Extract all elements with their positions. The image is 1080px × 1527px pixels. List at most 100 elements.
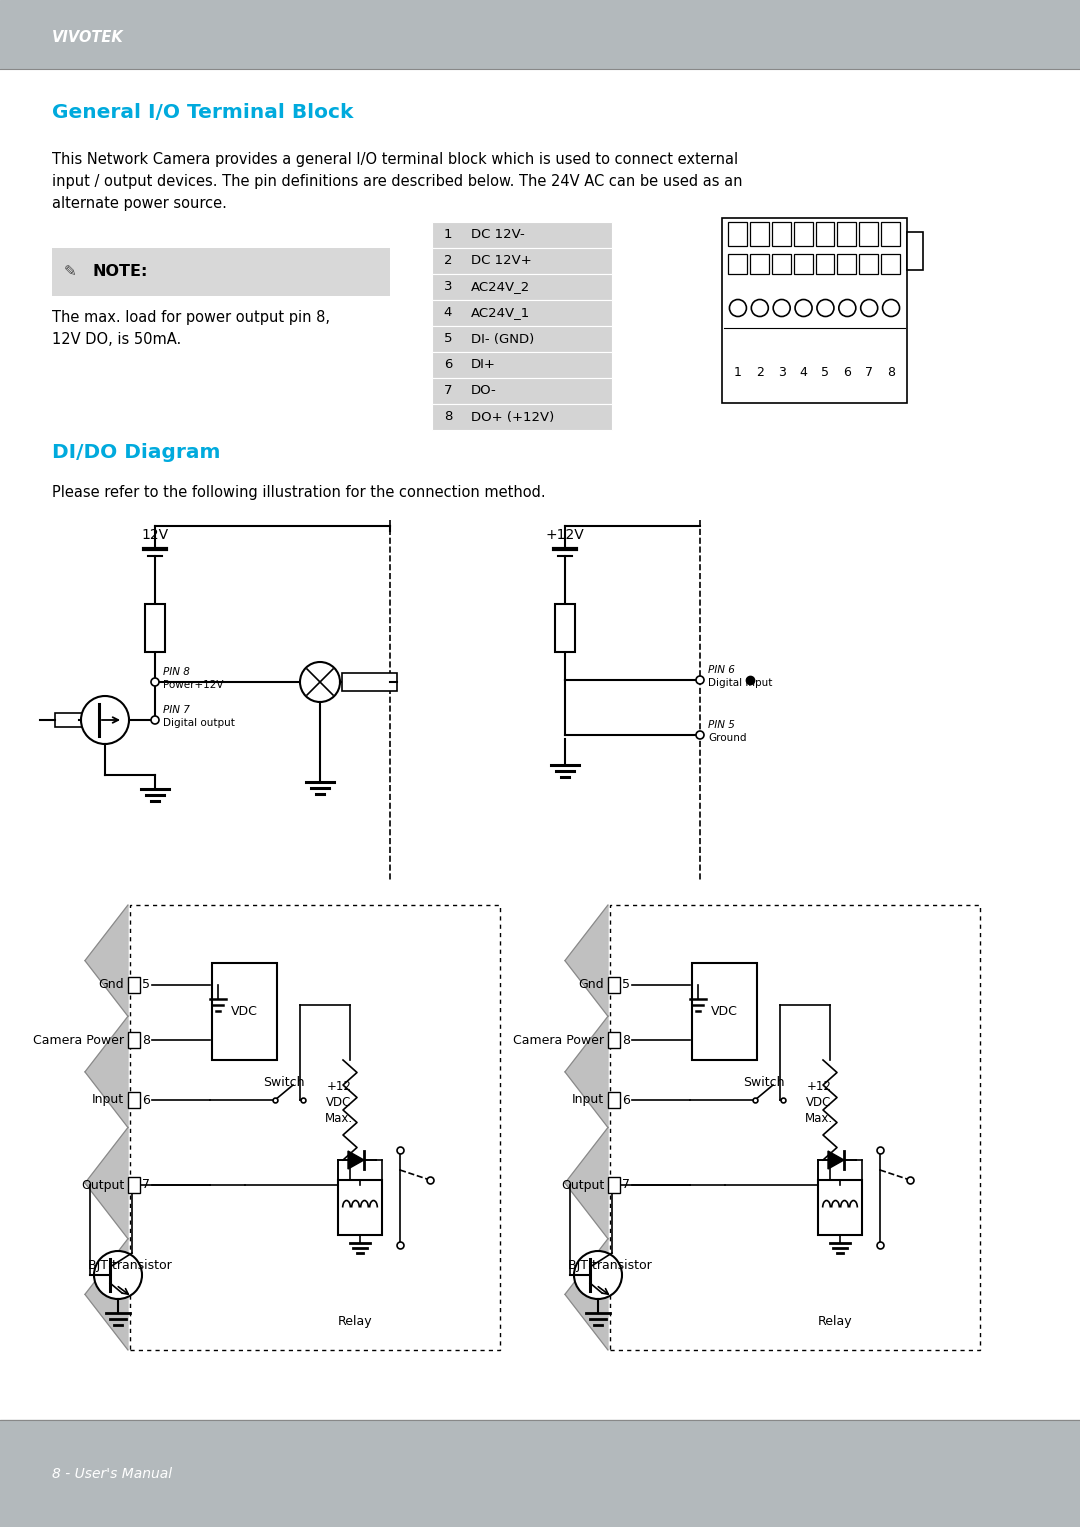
Text: 12V DO, is 50mA.: 12V DO, is 50mA. — [52, 331, 181, 347]
Polygon shape — [828, 1151, 843, 1170]
Bar — [881, 253, 900, 273]
Circle shape — [696, 676, 704, 684]
Text: +12V: +12V — [545, 528, 584, 542]
Bar — [55, 713, 83, 727]
Bar — [130, 906, 500, 1350]
Text: 7: 7 — [622, 1179, 630, 1191]
Text: AC24V_2: AC24V_2 — [471, 281, 530, 293]
Circle shape — [773, 299, 791, 316]
Bar — [818, 1180, 862, 1235]
Text: 2: 2 — [756, 366, 764, 380]
Text: 6: 6 — [444, 359, 453, 371]
Text: Gnd: Gnd — [98, 979, 124, 991]
Bar — [129, 977, 140, 993]
Text: General I/O Terminal Block: General I/O Terminal Block — [52, 102, 353, 122]
Bar — [750, 221, 769, 246]
Text: PIN 8: PIN 8 — [163, 667, 190, 676]
Text: Input: Input — [572, 1093, 604, 1107]
Circle shape — [94, 1251, 141, 1299]
Bar — [338, 1180, 382, 1235]
Circle shape — [573, 1251, 622, 1299]
Text: Camera Power: Camera Power — [513, 1034, 604, 1046]
Bar — [608, 1177, 620, 1193]
Text: DO+ (+12V): DO+ (+12V) — [471, 411, 554, 423]
Text: DI/DO Diagram: DI/DO Diagram — [52, 443, 220, 461]
Text: input / output devices. The pin definitions are described below. The 24V AC can : input / output devices. The pin definiti… — [52, 174, 743, 189]
Text: Please refer to the following illustration for the connection method.: Please refer to the following illustrati… — [52, 484, 545, 499]
Text: 5: 5 — [622, 979, 630, 991]
Bar — [432, 379, 612, 405]
Bar — [432, 221, 612, 247]
Bar — [860, 253, 878, 273]
Bar — [772, 253, 791, 273]
Text: Input: Input — [92, 1093, 124, 1107]
Text: Relay: Relay — [818, 1315, 852, 1328]
Bar — [608, 1092, 620, 1109]
Text: Output: Output — [561, 1179, 604, 1191]
Text: DC 12V-: DC 12V- — [471, 229, 525, 241]
Text: Ground: Ground — [708, 733, 746, 744]
Circle shape — [696, 731, 704, 739]
Circle shape — [839, 299, 855, 316]
Text: 4: 4 — [799, 366, 808, 380]
Bar — [129, 1032, 140, 1048]
Text: DO-: DO- — [471, 385, 497, 397]
Bar — [794, 221, 812, 246]
Polygon shape — [565, 906, 608, 1350]
Text: PIN 6: PIN 6 — [708, 664, 734, 675]
Bar — [723, 218, 907, 403]
Circle shape — [816, 299, 834, 316]
Bar — [728, 221, 747, 246]
Circle shape — [151, 678, 159, 686]
Text: 8: 8 — [622, 1034, 630, 1046]
Text: 1: 1 — [734, 366, 742, 380]
Text: 1: 1 — [444, 229, 453, 241]
Bar — [815, 253, 835, 273]
Text: DI+: DI+ — [471, 359, 496, 371]
Text: 8: 8 — [141, 1034, 150, 1046]
Text: 12V: 12V — [141, 528, 168, 542]
Text: +12
VDC
Max.: +12 VDC Max. — [805, 1080, 833, 1125]
Circle shape — [795, 299, 812, 316]
Circle shape — [861, 299, 878, 316]
Bar — [692, 964, 757, 1060]
Text: 7: 7 — [444, 385, 453, 397]
Text: PIN 7: PIN 7 — [163, 705, 190, 715]
Text: Digital input: Digital input — [708, 678, 772, 689]
Bar — [794, 253, 812, 273]
Bar — [881, 221, 900, 246]
Bar — [837, 253, 856, 273]
Text: The max. load for power output pin 8,: The max. load for power output pin 8, — [52, 310, 330, 325]
Text: 3: 3 — [444, 281, 453, 293]
Text: 3: 3 — [778, 366, 785, 380]
Bar — [860, 221, 878, 246]
Bar — [432, 273, 612, 299]
Circle shape — [752, 299, 768, 316]
Bar — [342, 673, 397, 692]
Text: 4: 4 — [444, 307, 453, 319]
Bar — [608, 1032, 620, 1048]
Bar — [129, 1092, 140, 1109]
Bar — [432, 353, 612, 379]
Polygon shape — [348, 1151, 364, 1170]
Bar — [815, 221, 835, 246]
Text: 8: 8 — [444, 411, 453, 423]
Text: NOTE:: NOTE: — [92, 264, 147, 279]
Bar — [728, 253, 747, 273]
Text: 8: 8 — [887, 366, 895, 380]
Text: +12
VDC
Max.: +12 VDC Max. — [325, 1080, 353, 1125]
Text: BJT transistor: BJT transistor — [568, 1258, 651, 1272]
Bar — [129, 1177, 140, 1193]
Bar — [837, 221, 856, 246]
Text: 7: 7 — [141, 1179, 150, 1191]
Bar — [608, 977, 620, 993]
Text: 5: 5 — [141, 979, 150, 991]
Text: 6: 6 — [143, 1093, 150, 1107]
Text: 5: 5 — [444, 333, 453, 345]
Text: VDC: VDC — [231, 1005, 258, 1019]
Bar — [772, 221, 791, 246]
Bar — [555, 605, 575, 652]
Text: Power+12V: Power+12V — [163, 680, 224, 690]
Text: Switch: Switch — [264, 1075, 305, 1089]
Bar — [432, 247, 612, 273]
